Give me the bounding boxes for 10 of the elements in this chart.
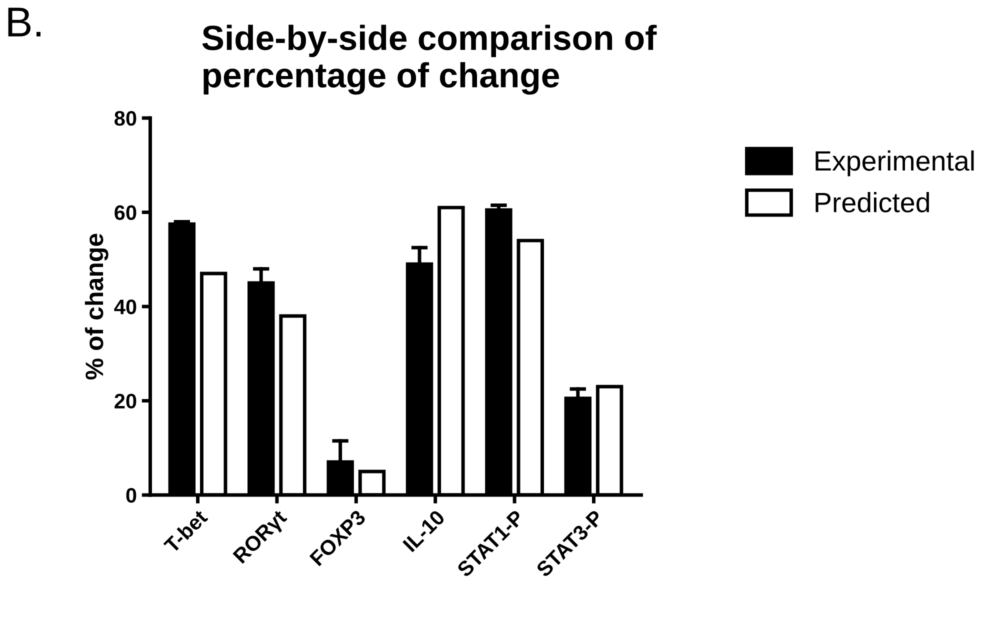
y-tick-label: 40	[114, 300, 136, 314]
text: B.	[8, 8, 40, 36]
legend-label: Predicted	[816, 192, 929, 212]
y-axis-title: % of change	[84, 234, 108, 380]
y-tick-label: 80	[114, 111, 136, 126]
y-tick-label: 20	[114, 394, 136, 409]
y-tick-label: 0	[126, 488, 136, 503]
legend-label: Experimental	[816, 150, 974, 176]
y-tick-label: 60	[114, 205, 136, 220]
chart-title: Side-by-side comparison of percentage of change	[202, 24, 657, 95]
